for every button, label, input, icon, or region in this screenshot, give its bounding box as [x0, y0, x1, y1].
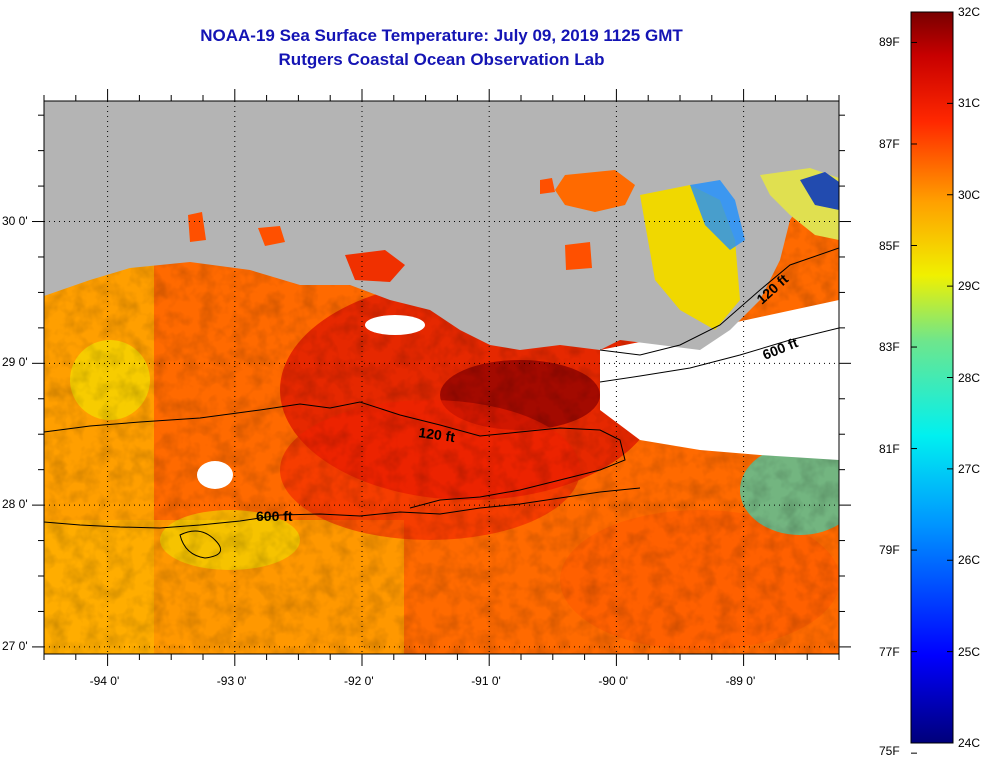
coastal-lake-5 — [188, 212, 206, 242]
colorbar-fahrenheit-label: 79F — [879, 543, 900, 558]
coastal-lake-6 — [565, 242, 592, 270]
colorbar-celsius-label: 26C — [958, 553, 981, 568]
no-data-patch-1 — [197, 461, 233, 489]
coastal-lake-3 — [540, 178, 555, 194]
coastal-lake-1 — [555, 170, 635, 212]
contour-600ft-loop — [179, 530, 222, 559]
colorbar-celsius-label: 29C — [958, 279, 981, 294]
contour-120ft-east — [599, 247, 839, 356]
contour-label-120ft: 120 ft — [418, 424, 457, 445]
colorbar-fahrenheit-label: 77F — [879, 644, 900, 659]
lon-label: -93 0' — [216, 674, 247, 688]
colorbar-fahrenheit-label: 87F — [879, 136, 900, 151]
map-frame — [43, 100, 840, 655]
colorbar-celsius-label: 30C — [958, 187, 981, 202]
lat-label: 28 0' — [2, 497, 28, 512]
colorbar — [911, 12, 953, 743]
contour-600ft-west — [44, 487, 641, 529]
lon-label: -94 0' — [89, 674, 120, 688]
colorbar-fahrenheit-label: 89F — [879, 35, 900, 50]
contour-600ft-east — [599, 327, 839, 383]
colorbar-fahrenheit-label: 75F — [879, 744, 900, 758]
coastal-lake-2 — [345, 250, 405, 282]
colorbar-fahrenheit-label: 83F — [879, 340, 900, 355]
lon-label: -89 0' — [725, 674, 756, 688]
coastal-lake-4 — [258, 226, 285, 246]
lat-label: 29 0' — [2, 355, 28, 370]
colorbar-celsius-label: 24C — [958, 736, 981, 750]
map-title: NOAA-19 Sea Surface Temperature: July 09… — [200, 26, 683, 45]
contour-label-600ft: 600 ft — [256, 508, 293, 524]
lat-label: 30 0' — [2, 213, 28, 228]
colorbar-celsius-label: 27C — [958, 461, 981, 476]
map-subtitle: Rutgers Coastal Ocean Observation Lab — [278, 50, 605, 69]
lon-label: -90 0' — [598, 674, 629, 688]
colorbar-fahrenheit-label: 85F — [879, 238, 900, 253]
colorbar-celsius-label: 32C — [958, 5, 981, 19]
colorbar-ticks — [911, 11, 953, 754]
axis-ticks — [32, 89, 851, 666]
colorbar-celsius-label: 28C — [958, 370, 981, 385]
contour-120ft-west — [44, 401, 626, 509]
colorbar-fahrenheit-label: 81F — [879, 441, 900, 456]
lon-label: -91 0' — [471, 674, 501, 688]
grid — [44, 101, 839, 654]
no-data-patch-2 — [365, 315, 425, 335]
colorbar-celsius-label: 31C — [958, 96, 981, 111]
colorbar-celsius-label: 25C — [958, 644, 981, 659]
lat-label: 27 0' — [2, 638, 28, 653]
lon-label: -92 0' — [344, 674, 374, 688]
coastal-cold-water — [800, 172, 839, 210]
map-plot-area — [44, 101, 839, 654]
land-mass — [44, 101, 839, 350]
coastal-cool-water — [690, 180, 745, 250]
